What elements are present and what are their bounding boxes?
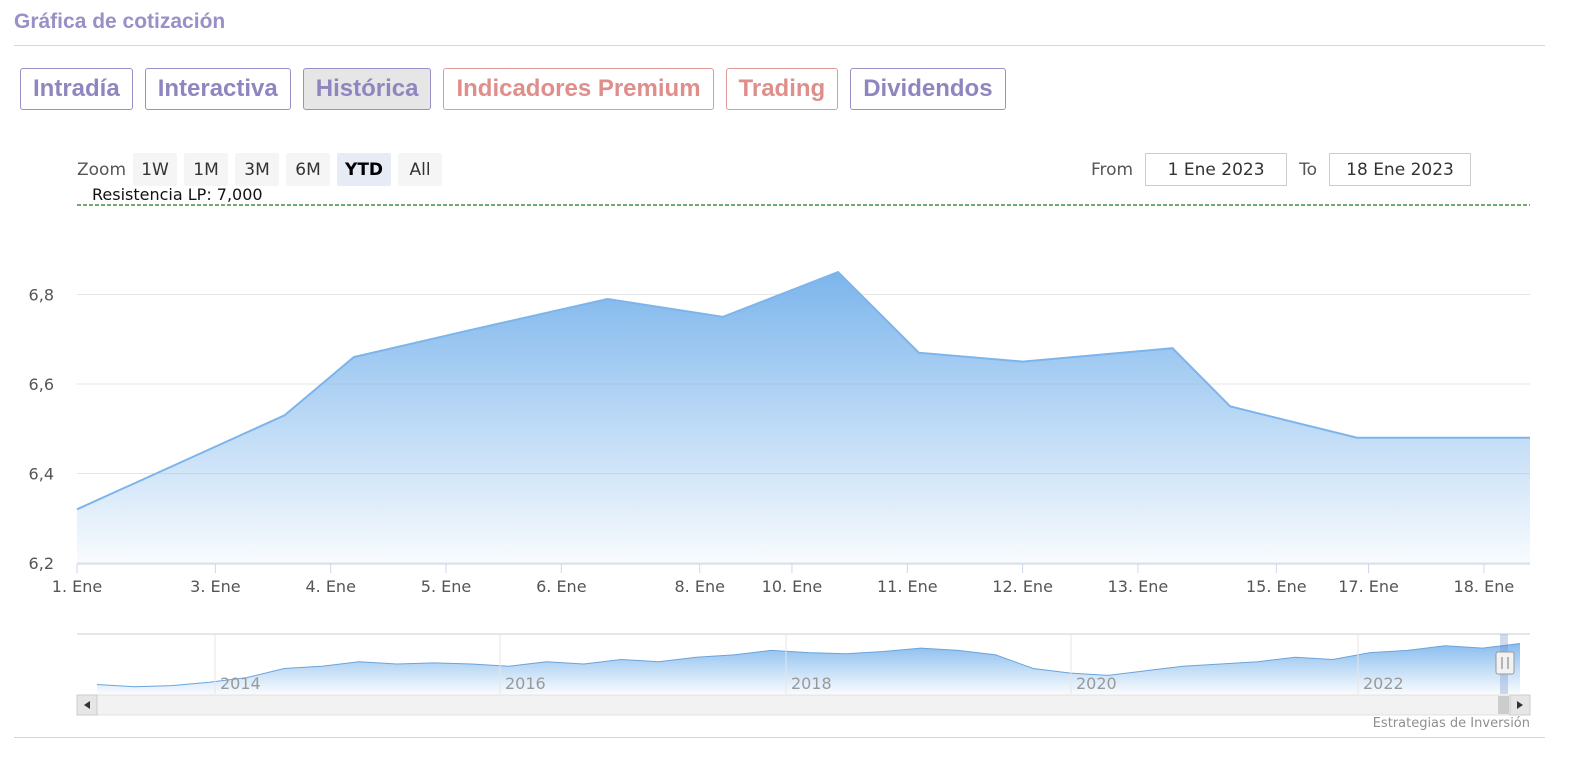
navigator-year-label: 2016	[505, 674, 546, 693]
navigator-year-label: 2020	[1076, 674, 1117, 693]
series-area	[77, 272, 1530, 563]
x-tick-label: 12. Ene	[992, 577, 1053, 596]
x-tick-label: 5. Ene	[421, 577, 471, 596]
bottom-divider	[14, 737, 1545, 738]
navigator: 2014 2016 2018 2020 2022	[76, 633, 1531, 716]
zoom-3m-button[interactable]: 3M	[235, 153, 280, 186]
chart-tabs: Intradía Interactiva Histórica Indicador…	[20, 68, 1006, 110]
x-tick-label: 15. Ene	[1246, 577, 1307, 596]
tab-intradia[interactable]: Intradía	[20, 68, 133, 110]
x-axis-labels: 1. Ene 3. Ene 4. Ene 5. Ene 6. Ene 8. Ene 10. …	[52, 564, 1514, 596]
y-tick-label: 6,2	[29, 554, 54, 573]
y-tick-label: 6,8	[29, 286, 54, 305]
x-tick-label: 18. Ene	[1454, 577, 1515, 596]
page-title: Gráfica de cotización	[14, 10, 226, 33]
zoom-all-button[interactable]: All	[398, 153, 443, 186]
zoom-6m-button[interactable]: 6M	[286, 153, 331, 186]
navigator-area	[97, 643, 1520, 694]
navigator-year-label: 2018	[791, 674, 832, 693]
x-tick-label: 3. Ene	[190, 577, 240, 596]
credits: Estrategias de Inversión	[1372, 716, 1530, 731]
x-tick-label: 8. Ene	[674, 577, 724, 596]
x-tick-label: 4. Ene	[305, 577, 355, 596]
tab-indicadores-premium[interactable]: Indicadores Premium	[443, 68, 714, 110]
x-tick-label: 17. Ene	[1338, 577, 1399, 596]
navigator-handle[interactable]	[1495, 651, 1515, 675]
x-tick-label: 11. Ene	[877, 577, 938, 596]
x-tick-label: 13. Ene	[1108, 577, 1169, 596]
navigator-line	[96, 643, 1521, 688]
title-divider	[14, 45, 1545, 46]
x-tick-label: 6. Ene	[536, 577, 586, 596]
series-line	[76, 270, 1530, 511]
to-date-input[interactable]: 18 Ene 2023	[1329, 153, 1471, 186]
zoom-1m-button[interactable]: 1M	[184, 153, 229, 186]
zoom-selector: Zoom 1W 1M 3M 6M YTD All	[77, 153, 443, 186]
x-tick-label: 1. Ene	[52, 577, 102, 596]
scrollbar-thumb[interactable]	[1498, 696, 1509, 714]
from-label: From	[1090, 159, 1134, 180]
from-date-input[interactable]: 1 Ene 2023	[1145, 153, 1288, 186]
navigator-year-label: 2022	[1363, 674, 1404, 693]
tab-historica[interactable]: Histórica	[302, 68, 432, 110]
resistance-label: Resistencia LP: 7,000	[92, 185, 263, 204]
date-range: From 1 Ene 2023 To 18 Ene 2023	[1091, 153, 1471, 186]
x-tick-label: 10. Ene	[762, 577, 823, 596]
tab-interactiva[interactable]: Interactiva	[144, 68, 291, 110]
tab-trading[interactable]: Trading	[725, 68, 839, 110]
y-tick-label: 6,6	[29, 375, 54, 394]
arrow-right-icon	[1517, 701, 1523, 709]
zoom-ytd-button[interactable]: YTD	[337, 153, 392, 186]
arrow-left-icon	[84, 701, 90, 709]
y-tick-label: 6,4	[29, 465, 54, 484]
tab-dividendos[interactable]: Dividendos	[850, 68, 1006, 110]
scrollbar-track	[76, 694, 1531, 716]
zoom-1w-button[interactable]: 1W	[133, 153, 178, 186]
to-label: To	[1299, 159, 1317, 180]
zoom-label: Zoom	[77, 159, 127, 180]
navigator-year-label: 2014	[220, 674, 261, 693]
y-axis-labels: 6,2 6,4 6,6 6,8	[29, 286, 54, 574]
